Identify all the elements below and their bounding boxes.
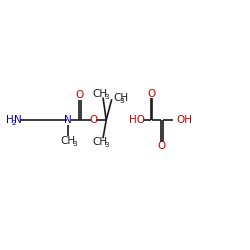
Text: O: O (147, 89, 156, 99)
Text: CH: CH (92, 137, 108, 147)
Text: O: O (76, 90, 84, 100)
Text: N: N (14, 115, 22, 125)
Text: H: H (6, 115, 14, 125)
Text: O: O (89, 115, 98, 125)
Text: 3: 3 (105, 94, 109, 100)
Text: 2: 2 (12, 120, 16, 126)
Text: CH: CH (60, 136, 76, 146)
Text: CH: CH (92, 89, 108, 99)
Text: 3: 3 (120, 98, 124, 104)
Text: OH: OH (176, 115, 192, 125)
Text: HO: HO (129, 115, 145, 125)
Text: 3: 3 (73, 142, 77, 148)
Text: CH: CH (113, 93, 128, 103)
Text: N: N (64, 115, 72, 125)
Text: 3: 3 (105, 142, 109, 148)
Text: O: O (158, 141, 166, 151)
